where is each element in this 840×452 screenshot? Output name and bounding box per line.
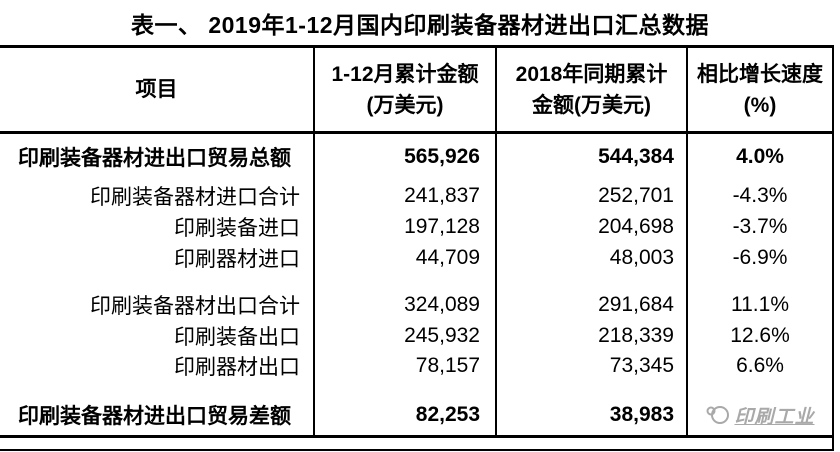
- item-cell: 印刷装备器材进出口贸易差额: [18, 405, 291, 428]
- header-line: 项目: [135, 78, 178, 101]
- table-row-import-total: 印刷装备器材进口合计 241,837 252,701 -4.3%: [0, 180, 832, 211]
- amount-2019-cell: 245,932: [313, 320, 495, 351]
- growth-cell: 4.0%: [686, 134, 832, 180]
- table-row-equipment-import: 印刷装备进口 197,128 204,698 -3.7%: [0, 211, 832, 242]
- spacer-cell: [686, 381, 832, 395]
- header-line: 金额(万美元): [532, 93, 651, 117]
- item-cell: 印刷器材进口: [174, 247, 300, 271]
- amount-2019-cell: 82,253: [313, 395, 495, 435]
- growth-cell: 6.6%: [686, 351, 832, 381]
- spacer-cell: [313, 273, 495, 289]
- header-line: 1-12月累计金额: [331, 62, 479, 86]
- item-cell: 印刷装备器材进口合计: [90, 185, 300, 209]
- table-row-materials-export: 印刷器材出口 78,157 73,345 6.6%: [0, 351, 832, 381]
- amount-2018-cell: 48,003: [495, 242, 686, 273]
- spacer-row: [0, 381, 832, 395]
- item-cell: 印刷器材出口: [174, 356, 300, 379]
- growth-cell: -3.7%: [686, 211, 832, 242]
- item-cell: 印刷装备器材出口合计: [90, 294, 300, 318]
- header-amount-2019-column: 1-12月累计金额 (万美元): [313, 48, 495, 131]
- amount-2018-cell: 204,698: [495, 211, 686, 242]
- growth-cell: 11.1%: [686, 289, 832, 320]
- amount-2019-cell: 241,837: [313, 180, 495, 211]
- spacer-cell: [495, 381, 686, 395]
- header-line: 2018年同期累计: [515, 62, 668, 86]
- table-row-balance: 印刷装备器材进出口贸易差额 82,253 38,983 印刷工业: [0, 395, 832, 435]
- spacer-cell: [495, 273, 686, 289]
- amount-2019-cell: 565,926: [313, 134, 495, 180]
- header-growth-column: 相比增长速度 (%): [686, 48, 832, 131]
- header-item-column: 项目: [0, 48, 313, 131]
- growth-cell: -6.9%: [686, 242, 832, 273]
- table-row-export-total: 印刷装备器材出口合计 324,089 291,684 11.1%: [0, 289, 832, 320]
- table-frame: 项目 1-12月累计金额 (万美元) 2018年同期累计 金额(万美元) 相比增…: [0, 45, 834, 451]
- amount-2018-cell: 544,384: [495, 134, 686, 180]
- amount-2019-cell: 78,157: [313, 351, 495, 381]
- amount-2019-cell: 44,709: [313, 242, 495, 273]
- item-cell: 印刷装备器材进出口贸易总额: [18, 147, 291, 170]
- header-line: (%): [743, 93, 777, 117]
- amount-2018-cell: 291,684: [495, 289, 686, 320]
- spacer-row: [0, 273, 832, 289]
- table-row-equipment-export: 印刷装备出口 245,932 218,339 12.6%: [0, 320, 832, 351]
- header-row: 项目 1-12月累计金额 (万美元) 2018年同期累计 金额(万美元) 相比增…: [0, 48, 832, 134]
- watermark-circle-logo-icon: [705, 404, 731, 426]
- amount-2019-cell: 197,128: [313, 211, 495, 242]
- amount-2018-cell: 38,983: [495, 395, 686, 435]
- table-row-total: 印刷装备器材进出口贸易总额 565,926 544,384 4.0%: [0, 134, 832, 180]
- item-cell: 印刷装备出口: [174, 325, 300, 349]
- table-row-materials-import: 印刷器材进口 44,709 48,003 -6.9%: [0, 242, 832, 273]
- spacer-cell: [0, 381, 313, 395]
- table-title: 表一、 2019年1-12月国内印刷装备器材进出口汇总数据: [130, 11, 710, 38]
- watermark-text: 印刷工业: [734, 406, 815, 428]
- amount-2018-cell: 218,339: [495, 320, 686, 351]
- header-amount-2018-column: 2018年同期累计 金额(万美元): [495, 48, 686, 131]
- watermark: 印刷工业: [686, 395, 832, 435]
- item-cell: 印刷装备进口: [174, 216, 300, 240]
- header-line: 相比增长速度: [697, 62, 823, 86]
- growth-cell: 12.6%: [686, 320, 832, 351]
- amount-2018-cell: 252,701: [495, 180, 686, 211]
- spacer-cell: [686, 273, 832, 289]
- header-line: (万美元): [366, 93, 444, 117]
- data-table: 项目 1-12月累计金额 (万美元) 2018年同期累计 金额(万美元) 相比增…: [0, 45, 832, 438]
- growth-cell: -4.3%: [686, 180, 832, 211]
- spacer-cell: [313, 381, 495, 395]
- spacer-cell: [0, 273, 313, 289]
- amount-2019-cell: 324,089: [313, 289, 495, 320]
- amount-2018-cell: 73,345: [495, 351, 686, 381]
